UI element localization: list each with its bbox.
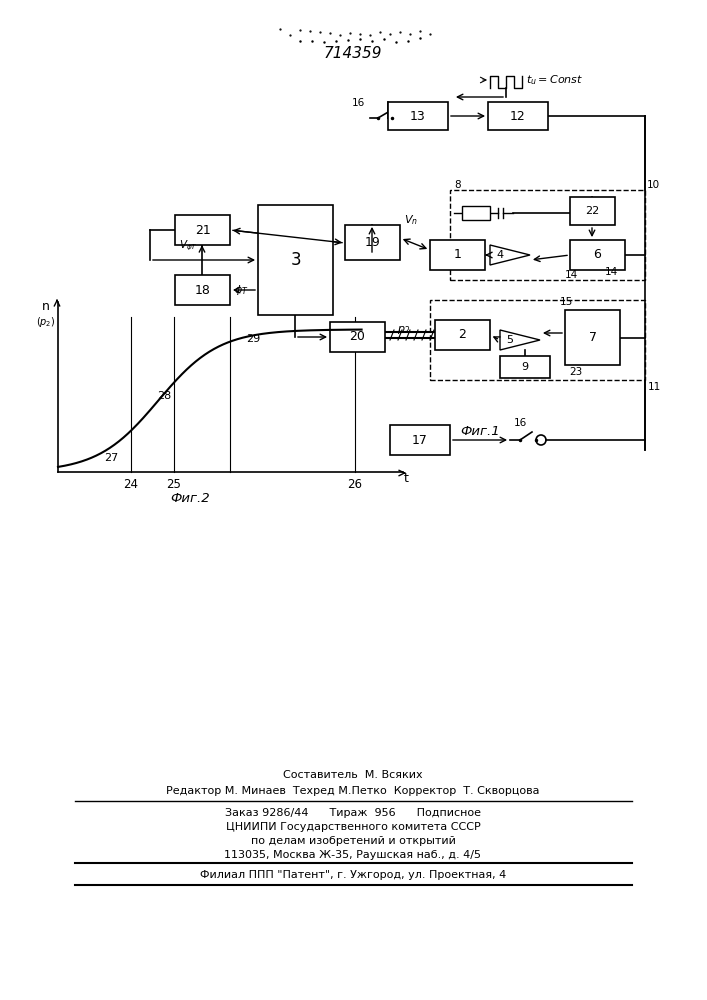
Text: 5: 5 <box>506 335 513 345</box>
Text: $V_{\phi T}$: $V_{\phi T}$ <box>179 238 198 253</box>
Text: 11: 11 <box>648 382 661 392</box>
Text: 16: 16 <box>352 98 365 108</box>
Text: 20: 20 <box>349 330 366 344</box>
Text: 6: 6 <box>594 248 602 261</box>
Bar <box>450 190 645 280</box>
Bar <box>388 102 448 130</box>
Bar <box>390 425 450 455</box>
Bar <box>565 310 620 365</box>
Text: $p_2$: $p_2$ <box>397 324 410 336</box>
Text: Составитель  М. Всяких: Составитель М. Всяких <box>284 770 423 780</box>
Bar <box>570 197 615 225</box>
Text: 7: 7 <box>588 331 597 344</box>
Text: 8: 8 <box>454 180 461 190</box>
Bar <box>430 240 485 270</box>
Bar <box>175 215 230 245</box>
Text: 23: 23 <box>569 367 583 377</box>
Bar <box>462 206 490 220</box>
Bar <box>330 322 385 352</box>
Text: 24: 24 <box>123 478 138 490</box>
Text: 13: 13 <box>410 109 426 122</box>
Text: 113035, Москва Ж-35, Раушская наб., д. 4/5: 113035, Москва Ж-35, Раушская наб., д. 4… <box>225 850 481 860</box>
Text: 14: 14 <box>565 270 578 280</box>
Text: 19: 19 <box>365 236 380 249</box>
Bar <box>430 300 645 380</box>
Text: 28: 28 <box>157 391 171 401</box>
Text: $V_n$: $V_n$ <box>404 213 418 227</box>
Text: 9: 9 <box>522 362 529 372</box>
Text: 10: 10 <box>647 180 660 190</box>
Text: 18: 18 <box>194 284 211 296</box>
Text: 14: 14 <box>605 267 618 277</box>
Text: ЦНИИПИ Государственного комитета СССР: ЦНИИПИ Государственного комитета СССР <box>226 822 480 832</box>
Bar <box>570 240 625 270</box>
Bar <box>345 225 400 260</box>
Text: n: n <box>42 300 50 314</box>
Text: 12: 12 <box>510 109 526 122</box>
Text: $(p_2)$: $(p_2)$ <box>36 315 56 329</box>
Bar <box>488 102 548 130</box>
Text: Фиг.2: Фиг.2 <box>170 492 210 505</box>
Text: 1: 1 <box>454 248 462 261</box>
Text: $t_u = Const$: $t_u = Const$ <box>526 73 583 87</box>
Text: по делам изобретений и открытий: по делам изобретений и открытий <box>250 836 455 846</box>
Bar <box>175 275 230 305</box>
Text: 22: 22 <box>585 206 600 216</box>
Text: 16: 16 <box>514 418 527 428</box>
Bar <box>435 320 490 350</box>
Text: 714359: 714359 <box>324 46 382 62</box>
Bar <box>258 205 333 315</box>
Text: 26: 26 <box>348 478 363 490</box>
Bar <box>500 356 550 378</box>
Text: t: t <box>404 472 409 485</box>
Text: 3: 3 <box>290 251 300 269</box>
Text: $\phi_T$: $\phi_T$ <box>234 283 249 297</box>
Text: Заказ 9286/44      Тираж  956      Подписное: Заказ 9286/44 Тираж 956 Подписное <box>225 808 481 818</box>
Text: 2: 2 <box>459 328 467 342</box>
Text: 4: 4 <box>496 250 503 260</box>
Text: 25: 25 <box>166 478 181 490</box>
Text: 21: 21 <box>194 224 211 236</box>
Text: 29: 29 <box>246 334 260 344</box>
Text: 17: 17 <box>412 434 428 446</box>
Text: 15: 15 <box>560 297 573 307</box>
Text: Редактор М. Минаев  Техред М.Петко  Корректор  Т. Скворцова: Редактор М. Минаев Техред М.Петко Коррек… <box>166 786 539 796</box>
Text: Фиг.1: Фиг.1 <box>460 425 500 438</box>
Text: Филиал ППП "Патент", г. Ужгород, ул. Проектная, 4: Филиал ППП "Патент", г. Ужгород, ул. Про… <box>200 870 506 880</box>
Text: 27: 27 <box>104 453 119 463</box>
